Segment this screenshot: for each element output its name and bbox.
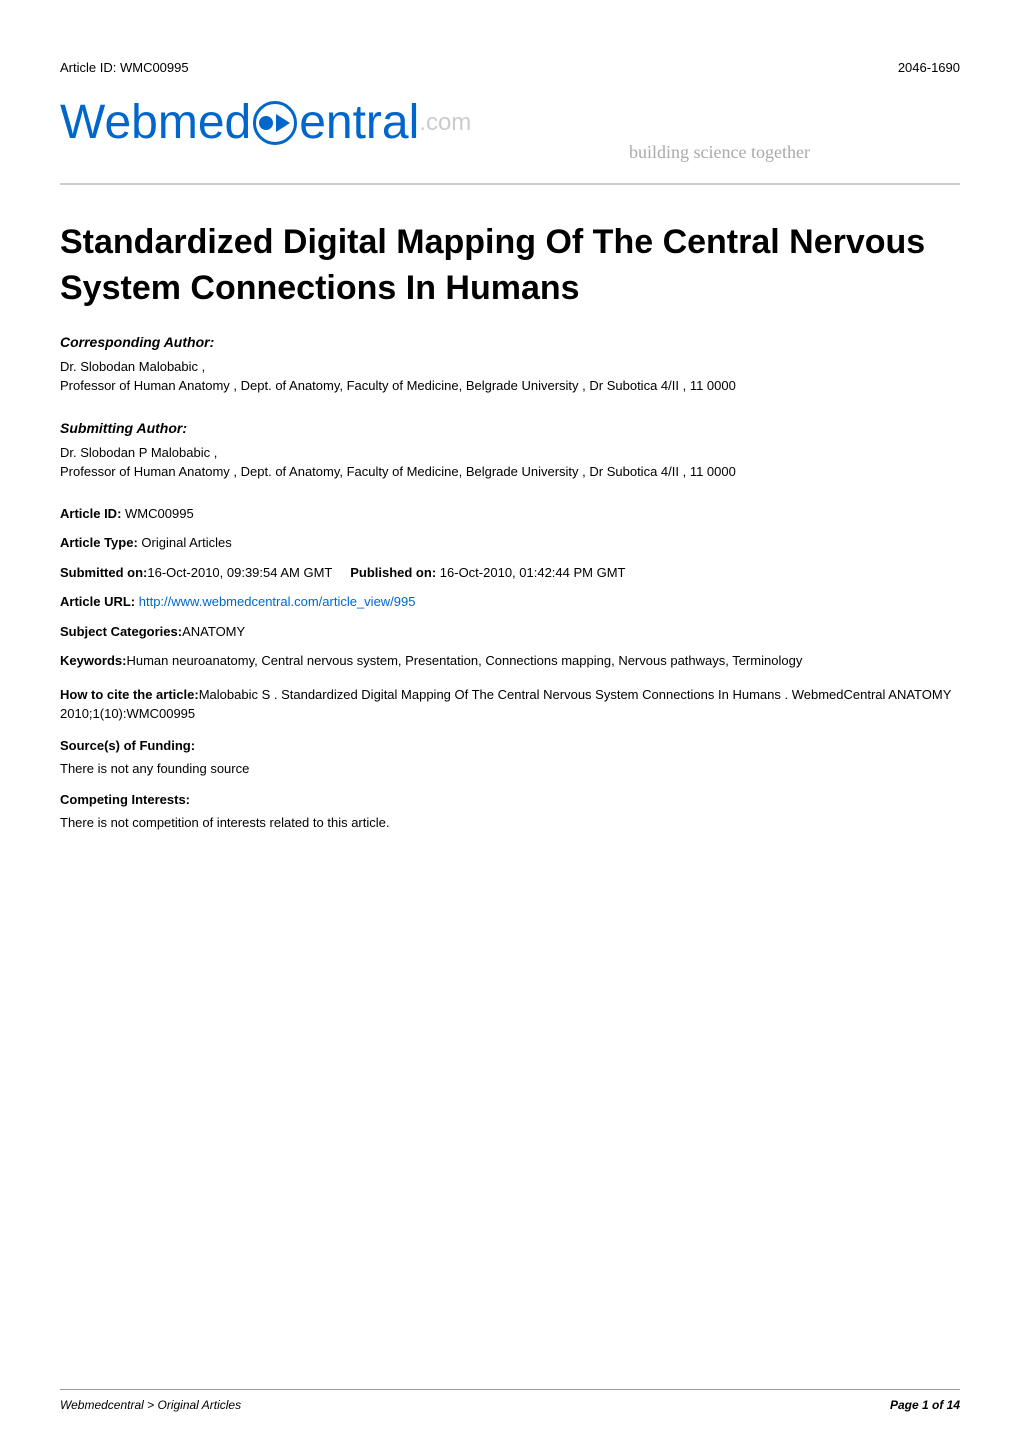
meta-article-type: Article Type: Original Articles [60,533,960,553]
meta-categories-value: ANATOMY [182,624,245,639]
logo-part2: entral [299,95,419,150]
meta-submitted-label: Submitted on: [60,565,147,580]
issn: 2046-1690 [898,60,960,75]
meta-cite-label: How to cite the article: [60,687,199,702]
corresponding-author-label: Corresponding Author: [60,332,960,353]
meta-url: Article URL: http://www.webmedcentral.co… [60,592,960,612]
competing-value: There is not competition of interests re… [60,813,960,833]
article-url-link[interactable]: http://www.webmedcentral.com/article_vie… [139,594,416,609]
footer-right: Page 1 of 14 [890,1398,960,1412]
meta-keywords-value: Human neuroanatomy, Central nervous syst… [126,653,802,668]
footer-left: Webmedcentral > Original Articles [60,1398,241,1412]
corresponding-author-block: Corresponding Author: Dr. Slobodan Malob… [60,332,960,396]
meta-categories-label: Subject Categories: [60,624,182,639]
funding-block: Source(s) of Funding: There is not any f… [60,738,960,779]
meta-url-label: Article URL: [60,594,135,609]
meta-categories: Subject Categories:ANATOMY [60,622,960,642]
meta-keywords-label: Keywords: [60,653,126,668]
logo-icon [253,101,297,145]
logo-part1: Webmed [60,95,251,150]
article-title: Standardized Digital Mapping Of The Cent… [60,220,960,312]
corresponding-author-name: Dr. Slobodan Malobabic , [60,357,960,377]
article-id-label: Article ID: [60,60,116,75]
meta-keywords: Keywords:Human neuroanatomy, Central ner… [60,651,960,671]
meta-article-type-value: Original Articles [141,535,231,550]
article-id-value: WMC00995 [120,60,189,75]
meta-article-id: Article ID: WMC00995 [60,504,960,524]
meta-published-value: 16-Oct-2010, 01:42:44 PM GMT [440,565,626,580]
footer-row: Webmedcentral > Original Articles Page 1… [60,1398,960,1412]
meta-citation: How to cite the article:Malobabic S . St… [60,685,960,724]
meta-article-id-value: WMC00995 [125,506,194,521]
competing-block: Competing Interests: There is not compet… [60,792,960,833]
meta-submitted-value: 16-Oct-2010, 09:39:54 AM GMT [147,565,332,580]
submitting-author-block: Submitting Author: Dr. Slobodan P Maloba… [60,418,960,482]
meta-article-id-label: Article ID: [60,506,121,521]
submitting-author-label: Submitting Author: [60,418,960,439]
logo: Webmed entral .com building science toge… [60,95,960,163]
divider-bottom [60,1389,960,1390]
article-id-header: Article ID: WMC00995 [60,60,189,75]
competing-label: Competing Interests: [60,792,960,807]
logo-suffix: .com [419,109,471,137]
submitting-author-affiliation: Professor of Human Anatomy , Dept. of An… [60,462,960,482]
meta-published-label: Published on: [350,565,436,580]
corresponding-author-affiliation: Professor of Human Anatomy , Dept. of An… [60,376,960,396]
funding-value: There is not any founding source [60,759,960,779]
meta-dates: Submitted on:16-Oct-2010, 09:39:54 AM GM… [60,563,960,583]
logo-text: Webmed entral .com [60,95,471,150]
funding-label: Source(s) of Funding: [60,738,960,753]
submitting-author-name: Dr. Slobodan P Malobabic , [60,443,960,463]
footer: Webmedcentral > Original Articles Page 1… [60,1389,960,1412]
divider-top [60,183,960,185]
header-row: Article ID: WMC00995 2046-1690 [60,60,960,75]
meta-article-type-label: Article Type: [60,535,138,550]
